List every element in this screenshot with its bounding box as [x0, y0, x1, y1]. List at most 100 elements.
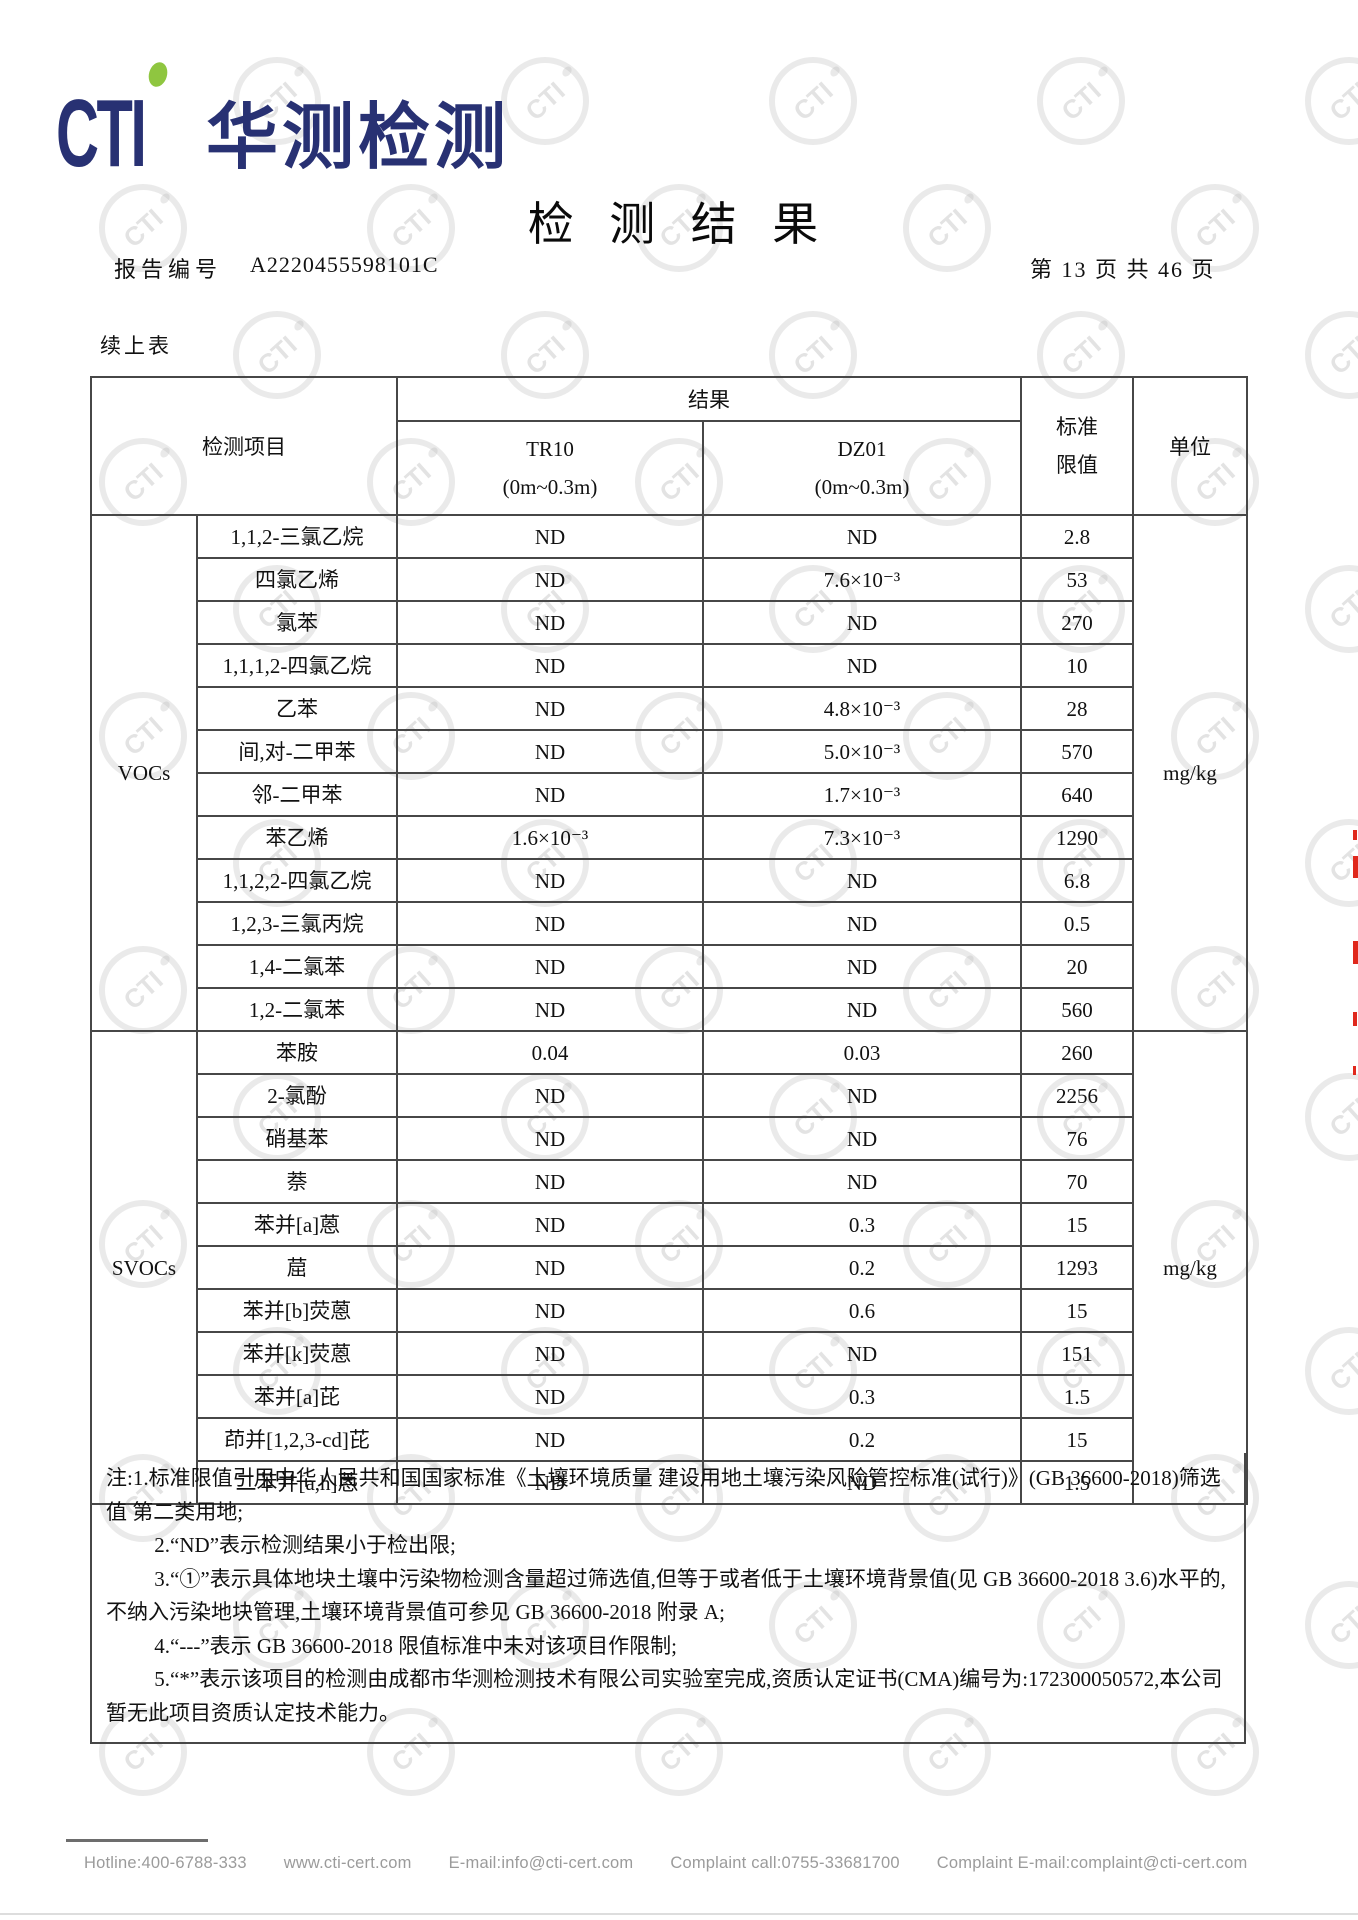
cti-watermark: CTI	[1037, 1581, 1125, 1669]
dz01-result-cell: ND	[702, 858, 1022, 903]
unit-cell: mg/kg	[1132, 1030, 1248, 1505]
limit-value-cell: 1.5	[1020, 1460, 1134, 1505]
table-row: 茚并[1,2,3-cd]芘 ND 0.2 15	[91, 1417, 1247, 1462]
limit-value-cell: 270	[1020, 600, 1134, 645]
item-name-cell: 间,对-二甲苯	[196, 729, 398, 774]
cti-watermark: CTI	[99, 184, 187, 272]
notes-box: 注:1.标准限值引用中华人民共和国国家标准《土壤环境质量 建设用地土壤污染风险管…	[90, 1453, 1246, 1744]
note-line: 3.“①”表示具体地块土壤中污染物检测含量超过筛选值,但等于或者低于土壤环境背景…	[106, 1566, 1226, 1625]
item-name-cell: 苯乙烯	[196, 815, 398, 860]
table-row: 苯并[k]荧蒽 ND ND 151	[91, 1331, 1247, 1376]
dz01-result-cell: 7.6×10⁻³	[702, 557, 1022, 602]
table-row: 苯并[b]荧蒽 ND 0.6 15	[91, 1288, 1247, 1333]
item-name-cell: 1,1,2-三氯乙烷	[196, 514, 398, 559]
dz01-result-cell: ND	[702, 1460, 1022, 1505]
item-name-cell: 1,4-二氯苯	[196, 944, 398, 989]
limit-value-cell: 151	[1020, 1331, 1134, 1376]
cti-logo-brand: 华测检测	[206, 98, 511, 178]
dz01-result-cell: 4.8×10⁻³	[702, 686, 1022, 731]
tr10-result-cell: ND	[396, 1159, 704, 1204]
dz01-result-cell: 1.7×10⁻³	[702, 772, 1022, 817]
tr10-result-cell: ND	[396, 1116, 704, 1161]
item-name-cell: 苯并[a]蒽	[196, 1202, 398, 1247]
tr10-result-cell: ND	[396, 643, 704, 688]
cti-watermark: CTI	[769, 1581, 857, 1669]
tr10-result-cell: 1.6×10⁻³	[396, 815, 704, 860]
table-row: 苯并[a]芘 ND 0.3 1.5	[91, 1374, 1247, 1419]
cti-watermark: CTI	[1171, 184, 1259, 272]
limit-value-cell: 2.8	[1020, 514, 1134, 559]
limit-value-cell: 1293	[1020, 1245, 1134, 1290]
table-row: 1,2,3-三氯丙烷 ND ND 0.5	[91, 901, 1247, 946]
dz01-result-cell: ND	[702, 987, 1022, 1032]
limit-value-cell: 20	[1020, 944, 1134, 989]
limit-value-cell: 260	[1020, 1030, 1134, 1075]
item-name-cell: 硝基苯	[196, 1116, 398, 1161]
item-name-cell: 氯苯	[196, 600, 398, 645]
tr10-result-cell: ND	[396, 1331, 704, 1376]
item-name-cell: 四氯乙烯	[196, 557, 398, 602]
cti-watermark: CTI	[233, 57, 321, 145]
header-unit: 单位	[1132, 376, 1248, 516]
cti-watermark: CTI	[635, 184, 723, 272]
table-row: 2-氯酚 ND ND 2256	[91, 1073, 1247, 1118]
limit-value-cell: 70	[1020, 1159, 1134, 1204]
table-continued-label: 续上表	[100, 334, 172, 358]
item-name-cell: 苯并[k]荧蒽	[196, 1331, 398, 1376]
item-name-cell: 1,2,3-三氯丙烷	[196, 901, 398, 946]
note-line: 4.“---”表示 GB 36600-2018 限值标准中未对该项目作限制;	[154, 1633, 677, 1658]
unit-cell: mg/kg	[1132, 514, 1248, 1032]
tr10-result-cell: ND	[396, 901, 704, 946]
page-title: 检 测 结 果	[527, 199, 831, 250]
cti-watermark: CTI	[635, 1708, 723, 1796]
category-cell: VOCs	[90, 514, 198, 1032]
item-name-cell: 2-氯酚	[196, 1073, 398, 1118]
limit-value-cell: 2256	[1020, 1073, 1134, 1118]
footer-item: Complaint E-mail:complaint@cti-cert.com	[936, 1854, 1248, 1872]
item-name-cell: 乙苯	[196, 686, 398, 731]
table-row: 四氯乙烯 ND 7.6×10⁻³ 53	[91, 557, 1247, 602]
table-row: 苯并[a]蒽 ND 0.3 15	[91, 1202, 1247, 1247]
table-row: 苯乙烯 1.6×10⁻³ 7.3×10⁻³ 1290	[91, 815, 1247, 860]
limit-value-cell: 640	[1020, 772, 1134, 817]
limit-value-cell: 15	[1020, 1202, 1134, 1247]
tr10-result-cell: ND	[396, 987, 704, 1032]
cti-watermark: CTI	[501, 57, 589, 145]
table-row: 硝基苯 ND ND 76	[91, 1116, 1247, 1161]
red-stamp-fragment	[1353, 856, 1358, 878]
footer-item: www.cti-cert.com	[283, 1854, 412, 1872]
footer-left-tick	[66, 1839, 208, 1842]
limit-value-cell: 0.5	[1020, 901, 1134, 946]
tr10-result-cell: ND	[396, 1245, 704, 1290]
table-row: 1,4-二氯苯 ND ND 20	[91, 944, 1247, 989]
red-stamp-fragment	[1353, 1012, 1357, 1026]
table-row: 1,1,2,2-四氯乙烷 ND ND 6.8	[91, 858, 1247, 903]
limit-value-cell: 1290	[1020, 815, 1134, 860]
dz01-result-cell: ND	[702, 514, 1022, 559]
item-name-cell: 苯并[a]芘	[196, 1374, 398, 1419]
tr10-result-cell: ND	[396, 729, 704, 774]
item-name-cell: 1,1,2,2-四氯乙烷	[196, 858, 398, 903]
header-test-item: 检测项目	[90, 376, 398, 516]
item-name-cell: 1,2-二氯苯	[196, 987, 398, 1032]
dz01-result-cell: ND	[702, 600, 1022, 645]
tr10-result-cell: ND	[396, 772, 704, 817]
page-indicator: 第 13 页 共 46 页	[1030, 257, 1216, 282]
dz01-result-cell: 0.6	[702, 1288, 1022, 1333]
limit-value-cell: 28	[1020, 686, 1134, 731]
table-row: 二苯并[a,h]蒽 ND ND 1.5	[91, 1460, 1247, 1505]
table-row: 1,2-二氯苯 ND ND 560	[91, 987, 1247, 1032]
tr10-result-cell: ND	[396, 1202, 704, 1247]
dz01-result-cell: 0.03	[702, 1030, 1022, 1075]
cti-watermark: CTI	[99, 1708, 187, 1796]
dz01-result-cell: ND	[702, 1116, 1022, 1161]
dz01-result-cell: 0.2	[702, 1417, 1022, 1462]
tr10-result-cell: ND	[396, 944, 704, 989]
tr10-result-cell: ND	[396, 557, 704, 602]
note-line: 5.“*”表示该项目的检测由成都市华测检测技术有限公司实验室完成,资质认定证书(…	[106, 1667, 1223, 1725]
tr10-result-cell: ND	[396, 686, 704, 731]
item-name-cell: 二苯并[a,h]蒽	[196, 1460, 398, 1505]
footer-item: E-mail:info@cti-cert.com	[448, 1854, 634, 1872]
table-row: 间,对-二甲苯 ND 5.0×10⁻³ 570	[91, 729, 1247, 774]
item-name-cell: 茚并[1,2,3-cd]芘	[196, 1417, 398, 1462]
